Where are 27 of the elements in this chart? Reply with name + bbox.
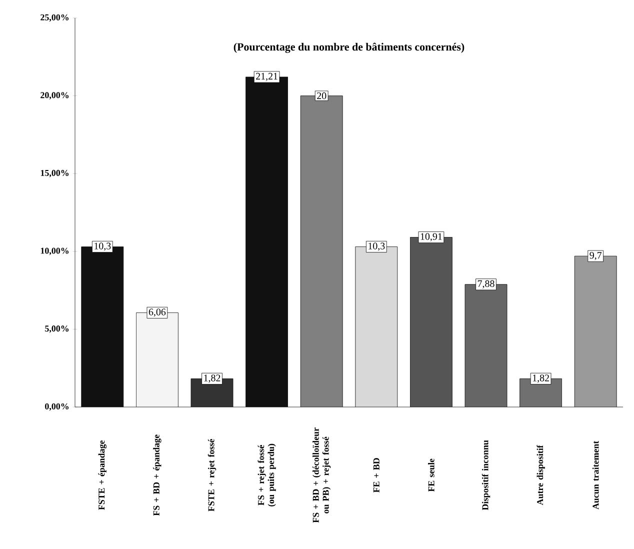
x-tick-label: FSTE + épandage	[98, 440, 107, 510]
x-tick-label: FS + BD + (décolloïdeur ou PB) + rejet fossé	[312, 428, 331, 523]
data-label: 20	[317, 92, 326, 100]
x-tick-label: Autre dispositif	[536, 445, 545, 506]
data-label: 10,91	[420, 233, 442, 242]
y-tick-label: 20,00%	[40, 92, 69, 100]
x-tick-label: FS + BD + épandage	[153, 434, 162, 516]
y-tick-label: 0,00%	[45, 403, 69, 411]
data-label: 10,3	[94, 242, 111, 251]
y-tick-label: 5,00%	[45, 326, 69, 333]
data-label: 10,3	[368, 242, 385, 251]
data-label: 7,88	[478, 280, 494, 288]
y-tick-label: 25,00%	[40, 14, 69, 22]
data-label: 1,82	[204, 374, 220, 383]
x-tick-label: FSTE + rejet fossé	[208, 439, 216, 512]
y-tick-label: 10,00%	[40, 248, 69, 256]
text: (Pourcentage du nombre de bâtiments concernés)	[234, 42, 464, 53]
data-label: 6,06	[148, 308, 166, 317]
x-tick-label: Dispositif inconnu	[482, 440, 490, 510]
x-tick-label: Aucun traitement	[592, 440, 599, 510]
x-tick-label: FS + rejet fossé (ou puits perdu)	[258, 444, 276, 506]
x-tick-label: FE + BD	[373, 458, 380, 492]
data-label: 1,82	[532, 374, 549, 383]
x-tick-label: FE seule	[428, 458, 434, 492]
data-label: 9,7	[590, 252, 602, 260]
y-tick-label: 15,00%	[40, 170, 69, 178]
data-label: 21,21	[256, 72, 278, 82]
